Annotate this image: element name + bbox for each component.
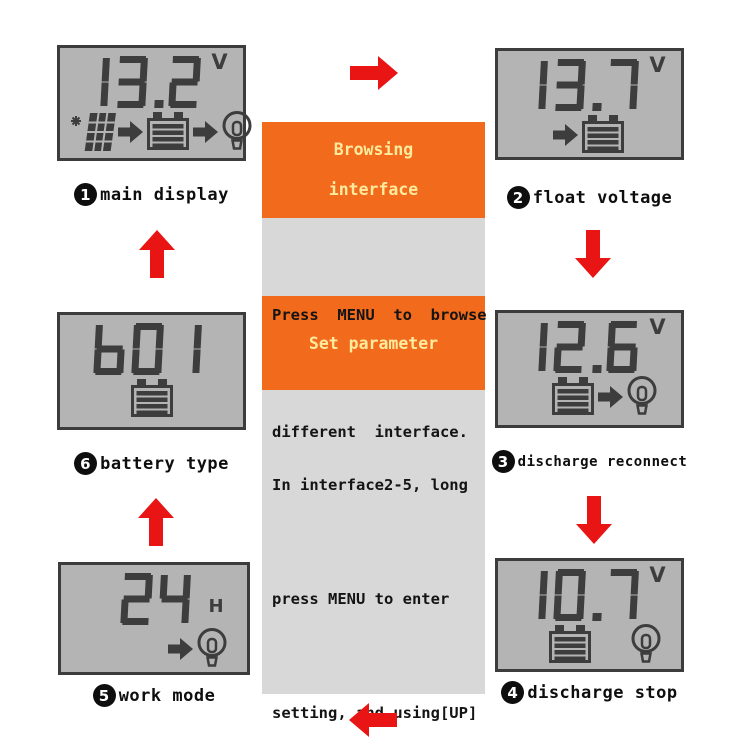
lcd-value	[513, 569, 644, 621]
battery-icon	[550, 377, 596, 417]
lcd-value	[513, 321, 644, 373]
browsing-interface-header: Browsing interface	[262, 122, 485, 218]
set-parameter-body: In interface2-5, long press MENU to ente…	[262, 390, 485, 722]
bulb-icon	[195, 627, 229, 671]
lcd-unit: V	[649, 53, 666, 77]
caption-label: float voltage	[532, 187, 673, 208]
lcd-discharge-stop: V	[495, 558, 684, 672]
header-line: Set parameter	[308, 333, 439, 353]
body-line: In interface2-5, long	[272, 476, 468, 494]
bulb-icon	[220, 110, 254, 154]
step-badge: 3	[491, 450, 515, 473]
panel-battery-type: 6 battery type	[57, 312, 246, 475]
flow-arrow-down-icon	[575, 230, 611, 278]
set-parameter-header: Set parameter	[262, 296, 485, 390]
caption-label: main display	[100, 184, 229, 205]
header-line: interface	[328, 180, 419, 199]
bulb-icon	[625, 375, 659, 419]
lcd-icon-row	[506, 111, 673, 159]
lcd-work-mode: H	[58, 562, 250, 675]
lcd-icon-row	[68, 375, 235, 423]
lcd-reading	[68, 323, 235, 375]
caption-discharge-reconnect: 3 discharge reconnect	[491, 450, 688, 473]
lcd-reading: V	[506, 55, 673, 111]
panel-work-mode: H 5 work mode	[58, 562, 250, 707]
lcd-icon-row	[506, 621, 673, 669]
arrow-right-icon	[553, 124, 578, 146]
instruction-column: Browsing interface Press MENU to browse …	[262, 122, 487, 722]
flow-arrow-up-icon	[139, 230, 175, 278]
arrow-right-icon	[598, 386, 623, 408]
arrow-right-icon	[168, 638, 193, 660]
caption-work-mode: 5 work mode	[92, 684, 216, 707]
lcd-reading: V	[506, 317, 673, 373]
panel-main-display: V 1 main display	[57, 45, 252, 206]
lcd-value	[513, 59, 644, 111]
step-badge: 5	[92, 684, 116, 707]
lcd-icon-row	[69, 625, 239, 673]
battery-icon	[129, 379, 175, 419]
lcd-reading: H	[69, 573, 239, 625]
caption-label: discharge stop	[527, 682, 678, 703]
lcd-value	[75, 56, 206, 108]
lcd-unit: V	[211, 50, 228, 74]
bulb-icon	[629, 623, 663, 667]
caption-discharge-stop: 4 discharge stop	[501, 681, 677, 704]
flow-arrow-down-icon	[576, 496, 612, 544]
lcd-unit: V	[649, 315, 666, 339]
lcd-battery-type	[57, 312, 246, 430]
step-badge: 4	[501, 681, 525, 704]
panel-discharge-reconnect: V 3 discharge reconnect	[491, 310, 687, 473]
caption-label: work mode	[118, 685, 216, 706]
lcd-main-display: V	[57, 45, 252, 161]
lcd-unit: V	[649, 563, 666, 587]
caption-main-display: 1 main display	[74, 183, 229, 206]
lcd-unit: H	[208, 596, 224, 617]
arrow-right-icon	[118, 121, 143, 143]
flow-arrow-left-icon	[349, 703, 397, 737]
battery-icon	[580, 115, 626, 155]
lcd-icon-row	[506, 373, 673, 421]
lcd-discharge-reconnect: V	[495, 310, 684, 428]
panel-float-voltage: V 2 float voltage	[495, 48, 684, 209]
lcd-float-voltage: V	[495, 48, 684, 160]
caption-battery-type: 6 battery type	[74, 452, 229, 475]
caption-label: discharge reconnect	[517, 453, 688, 470]
lcd-reading: V	[506, 565, 673, 621]
step-badge: 1	[74, 183, 98, 206]
flow-arrow-up-icon	[138, 498, 174, 546]
step-badge: 2	[506, 186, 530, 209]
flow-arrow-right-icon	[350, 56, 398, 90]
lcd-icon-row	[68, 108, 252, 156]
header-line: Browsing	[333, 140, 414, 159]
browsing-interface-body: Press MENU to browse different interface…	[262, 218, 487, 441]
lcd-value	[118, 573, 196, 625]
battery-icon	[547, 625, 593, 665]
solar-panel-icon	[70, 111, 116, 153]
arrow-right-icon	[193, 121, 218, 143]
battery-icon	[145, 112, 191, 152]
caption-label: battery type	[100, 453, 229, 474]
step-badge: 6	[74, 452, 98, 475]
panel-discharge-stop: V 4 discharge stop	[495, 558, 684, 704]
caption-float-voltage: 2 float voltage	[506, 186, 673, 209]
lcd-reading: V	[68, 52, 235, 108]
body-line: Press MENU to browse	[272, 306, 487, 324]
lcd-value	[91, 323, 207, 375]
body-line: press MENU to enter	[272, 590, 450, 608]
